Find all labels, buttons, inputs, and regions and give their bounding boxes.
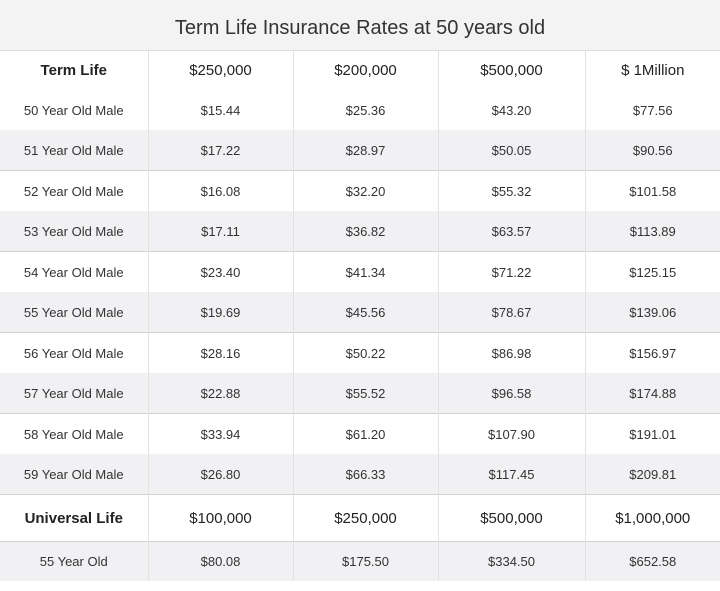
column-header: $250,000 bbox=[293, 494, 439, 542]
column-header: $250,000 bbox=[148, 51, 294, 90]
term-life-header-label: Term Life bbox=[0, 51, 149, 90]
column-header: $500,000 bbox=[438, 494, 586, 542]
row-label: 55 Year Old Male bbox=[0, 292, 149, 333]
rate-cell: $55.32 bbox=[438, 170, 586, 211]
rate-cell: $43.20 bbox=[438, 90, 586, 130]
rate-cell: $15.44 bbox=[148, 90, 294, 130]
rate-cell: $78.67 bbox=[438, 292, 586, 333]
rate-cell: $175.50 bbox=[293, 541, 439, 581]
row-label: 54 Year Old Male bbox=[0, 251, 149, 292]
rate-cell: $23.40 bbox=[148, 251, 294, 292]
rate-cell: $156.97 bbox=[585, 332, 720, 373]
rate-cell: $41.34 bbox=[293, 251, 439, 292]
table-row: 59 Year Old Male $26.80 $66.33 $117.45 $… bbox=[0, 454, 720, 495]
rate-cell: $28.16 bbox=[148, 332, 294, 373]
rate-cell: $45.56 bbox=[293, 292, 439, 333]
rates-table: Term Life $250,000 $200,000 $500,000 $ 1… bbox=[0, 51, 720, 581]
universal-life-header-row: Universal Life $100,000 $250,000 $500,00… bbox=[0, 494, 720, 542]
rate-cell: $209.81 bbox=[585, 454, 720, 495]
term-life-header-row: Term Life $250,000 $200,000 $500,000 $ 1… bbox=[0, 51, 720, 90]
rate-cell: $117.45 bbox=[438, 454, 586, 495]
table-row: 55 Year Old $80.08 $175.50 $334.50 $652.… bbox=[0, 541, 720, 581]
rate-cell: $86.98 bbox=[438, 332, 586, 373]
rate-cell: $16.08 bbox=[148, 170, 294, 211]
table-title: Term Life Insurance Rates at 50 years ol… bbox=[0, 0, 720, 51]
table-row: 52 Year Old Male $16.08 $32.20 $55.32 $1… bbox=[0, 170, 720, 211]
rate-cell: $17.11 bbox=[148, 211, 294, 252]
rate-cell: $113.89 bbox=[585, 211, 720, 252]
rate-cell: $36.82 bbox=[293, 211, 439, 252]
rate-cell: $33.94 bbox=[148, 413, 294, 454]
rate-cell: $191.01 bbox=[585, 413, 720, 454]
rate-cell: $77.56 bbox=[632, 102, 673, 118]
column-header: $1,000,000 bbox=[585, 494, 720, 542]
universal-life-header-label: Universal Life bbox=[0, 494, 149, 542]
row-label: 59 Year Old Male bbox=[0, 454, 149, 495]
rate-cell: $107.90 bbox=[438, 413, 586, 454]
column-header: $ 1Million bbox=[585, 51, 720, 90]
rate-cell: $125.15 bbox=[585, 251, 720, 292]
rate-cell: $139.06 bbox=[585, 292, 720, 333]
row-label: 50 Year Old Male bbox=[0, 90, 149, 130]
rate-cell: $90.56 bbox=[585, 130, 720, 171]
rate-cell: $63.57 bbox=[438, 211, 586, 252]
rate-cell: $652.58 bbox=[585, 541, 720, 581]
row-label: 55 Year Old bbox=[0, 541, 149, 581]
rate-cell: $334.50 bbox=[438, 541, 586, 581]
column-header: $500,000 bbox=[438, 51, 586, 90]
table-row: 51 Year Old Male $17.22 $28.97 $50.05 $9… bbox=[0, 130, 720, 171]
row-label: 51 Year Old Male bbox=[0, 130, 149, 171]
rate-cell: $32.20 bbox=[293, 170, 439, 211]
column-header: $100,000 bbox=[148, 494, 294, 542]
rate-cell: $174.88 bbox=[585, 373, 720, 414]
rate-cell: $55.52 bbox=[293, 373, 439, 414]
table-row: 50 Year Old Male $15.44 $25.36 $43.20 $7… bbox=[0, 90, 720, 130]
rate-cell: $71.22 bbox=[438, 251, 586, 292]
row-label: 52 Year Old Male bbox=[0, 170, 149, 211]
rate-cell: $50.05 bbox=[438, 130, 586, 171]
rate-cell: $28.97 bbox=[293, 130, 439, 171]
table-row: 54 Year Old Male $23.40 $41.34 $71.22 $1… bbox=[0, 251, 720, 292]
rate-cell: $26.80 bbox=[148, 454, 294, 495]
row-label: 53 Year Old Male bbox=[0, 211, 149, 252]
rate-cell: $25.36 bbox=[293, 90, 439, 130]
table-row: 56 Year Old Male $28.16 $50.22 $86.98 $1… bbox=[0, 332, 720, 373]
table-row: 58 Year Old Male $33.94 $61.20 $107.90 $… bbox=[0, 413, 720, 454]
rate-cell: $22.88 bbox=[148, 373, 294, 414]
row-label: 58 Year Old Male bbox=[0, 413, 149, 454]
table-row: 53 Year Old Male $17.11 $36.82 $63.57 $1… bbox=[0, 211, 720, 252]
rate-cell: $80.08 bbox=[148, 541, 294, 581]
row-label: 56 Year Old Male bbox=[0, 332, 149, 373]
row-label: 57 Year Old Male bbox=[0, 373, 149, 414]
table-row: 55 Year Old Male $19.69 $45.56 $78.67 $1… bbox=[0, 292, 720, 333]
column-header: $200,000 bbox=[293, 51, 439, 90]
rate-cell: $101.58 bbox=[585, 170, 720, 211]
rate-cell: $17.22 bbox=[148, 130, 294, 171]
rate-cell: $66.33 bbox=[293, 454, 439, 495]
table-row: 57 Year Old Male $22.88 $55.52 $96.58 $1… bbox=[0, 373, 720, 414]
rate-cell: $61.20 bbox=[293, 413, 439, 454]
rate-cell: $50.22 bbox=[293, 332, 439, 373]
rate-cell: $19.69 bbox=[148, 292, 294, 333]
rate-cell: $96.58 bbox=[438, 373, 586, 414]
